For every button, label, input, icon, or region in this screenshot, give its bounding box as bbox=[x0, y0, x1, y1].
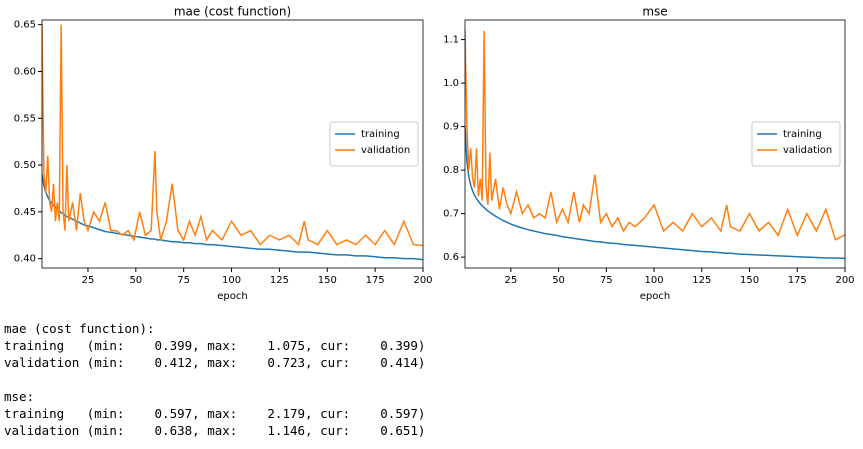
chart-title: mae (cost function) bbox=[174, 5, 291, 19]
log-line: validation (min: 0.412, max: 0.723, cur:… bbox=[4, 355, 426, 370]
legend-label: training bbox=[783, 129, 822, 140]
x-tick-label: 50 bbox=[552, 275, 565, 286]
blank-line bbox=[4, 371, 425, 388]
y-tick-label: 1.1 bbox=[443, 35, 459, 46]
legend-label: validation bbox=[783, 145, 832, 156]
legend-box bbox=[329, 121, 419, 167]
y-tick-label: 0.8 bbox=[443, 165, 459, 176]
log-heading: mae (cost function): bbox=[4, 321, 155, 336]
legend-label: validation bbox=[361, 145, 410, 156]
x-tick-label: 150 bbox=[318, 275, 337, 286]
x-tick-label: 125 bbox=[270, 275, 289, 286]
x-tick-label: 75 bbox=[177, 275, 190, 286]
y-tick-label: 0.55 bbox=[14, 113, 36, 124]
x-tick-label: 125 bbox=[692, 275, 711, 286]
x-tick-label: 100 bbox=[644, 275, 663, 286]
y-tick-label: 1.0 bbox=[443, 78, 459, 89]
x-axis-label: epoch bbox=[640, 291, 670, 302]
y-tick-label: 0.50 bbox=[14, 160, 36, 171]
chart-title: mse bbox=[642, 5, 667, 19]
series-line bbox=[465, 30, 845, 241]
log-line: training (min: 0.597, max: 2.179, cur: 0… bbox=[4, 406, 426, 421]
y-tick-label: 0.45 bbox=[14, 207, 36, 218]
log-heading: mse: bbox=[4, 389, 35, 404]
plot-frame bbox=[41, 19, 424, 269]
plot-frame bbox=[464, 19, 846, 269]
y-tick-label: 0.40 bbox=[14, 254, 36, 265]
series-line bbox=[42, 24, 423, 247]
y-tick-label: 0.65 bbox=[14, 20, 36, 31]
series-line bbox=[42, 174, 423, 261]
x-tick-label: 25 bbox=[504, 275, 517, 286]
x-tick-label: 50 bbox=[129, 275, 142, 286]
y-tick-label: 0.6 bbox=[443, 252, 459, 263]
y-tick-label: 0.9 bbox=[443, 122, 459, 133]
x-tick-label: 100 bbox=[222, 275, 241, 286]
x-tick-label: 175 bbox=[366, 275, 385, 286]
x-axis-label: epoch bbox=[217, 291, 247, 302]
y-tick-label: 0.7 bbox=[443, 209, 459, 220]
charts: mae (cost function) epoch 25 50 75 100 125 150 1… bbox=[14, 5, 855, 303]
x-tick-label: 150 bbox=[740, 275, 759, 286]
x-tick-label: 75 bbox=[600, 275, 613, 286]
log-line: training (min: 0.399, max: 1.075, cur: 0… bbox=[4, 338, 426, 353]
log-line: validation (min: 0.638, max: 1.146, cur:… bbox=[4, 423, 426, 438]
legend-box bbox=[751, 121, 841, 167]
legend-label: training bbox=[361, 129, 400, 140]
y-tick-label: 0.60 bbox=[14, 66, 36, 77]
x-tick-label: 175 bbox=[788, 275, 807, 286]
training-log: mae (cost function): training (min: 0.399… bbox=[4, 320, 425, 439]
x-tick-label: 200 bbox=[835, 275, 854, 286]
x-tick-label: 25 bbox=[82, 275, 95, 286]
series-line bbox=[465, 126, 845, 260]
x-tick-label: 200 bbox=[413, 275, 432, 286]
